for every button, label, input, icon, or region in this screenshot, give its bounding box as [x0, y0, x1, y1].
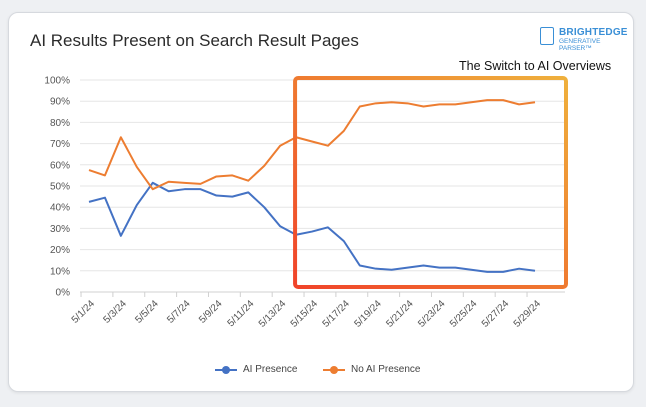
- logo-brand: BRIGHTEDGE: [559, 27, 628, 38]
- brightedge-logo: BRIGHTEDGE GENERATIVE PARSER™: [540, 26, 630, 52]
- logo-icon: [540, 27, 554, 45]
- highlight-box: [293, 76, 568, 289]
- y-tick-label: 100%: [44, 76, 70, 87]
- chart-title: AI Results Present on Search Result Page…: [30, 31, 359, 50]
- legend-swatch-orange: [323, 365, 345, 374]
- y-tick-label: 70%: [50, 139, 70, 150]
- x-tick-label: 5/7/24: [165, 298, 193, 326]
- legend-swatch-blue: [215, 365, 237, 374]
- legend-label: AI Presence: [243, 364, 298, 375]
- chart-card: [8, 12, 634, 392]
- x-tick-label: 5/1/24: [70, 298, 98, 326]
- series-line-ai-presence: [88, 181, 536, 273]
- x-tick-label: 5/15/24: [289, 298, 321, 330]
- y-tick-label: 20%: [50, 245, 70, 256]
- x-tick-label: 5/11/24: [226, 298, 257, 329]
- y-tick-label: 60%: [50, 160, 70, 171]
- x-tick-label: 5/29/24: [512, 298, 544, 330]
- y-tick-label: 80%: [50, 118, 70, 129]
- x-tick-label: 5/27/24: [480, 298, 512, 330]
- y-tick-label: 40%: [50, 203, 70, 214]
- y-tick-label: 90%: [50, 97, 70, 108]
- logo-product: GENERATIVE PARSER™: [559, 38, 601, 52]
- x-tick-label: 5/3/24: [102, 298, 130, 326]
- x-tick-label: 5/23/24: [416, 298, 448, 330]
- series-line-no-ai-presence: [88, 99, 536, 191]
- x-tick-label: 5/9/24: [197, 298, 225, 326]
- highlight-annotation: The Switch to AI Overviews: [459, 59, 612, 73]
- x-tick-label: 5/13/24: [257, 298, 289, 330]
- y-tick-label: 30%: [50, 224, 70, 235]
- x-tick-label: 5/5/24: [133, 298, 161, 326]
- x-tick-label: 5/21/24: [384, 298, 416, 330]
- x-tick-label: 5/25/24: [448, 298, 480, 330]
- y-tick-label: 0%: [56, 288, 71, 299]
- legend-label: No AI Presence: [351, 364, 421, 375]
- x-tick-label: 5/17/24: [321, 298, 353, 330]
- legend-item-ai-presence: AI Presence: [215, 364, 297, 375]
- y-tick-label: 10%: [50, 266, 70, 277]
- x-tick-label: 5/19/24: [352, 298, 384, 330]
- legend-item-no-ai-presence: No AI Presence: [323, 364, 420, 375]
- y-tick-label: 50%: [50, 182, 70, 193]
